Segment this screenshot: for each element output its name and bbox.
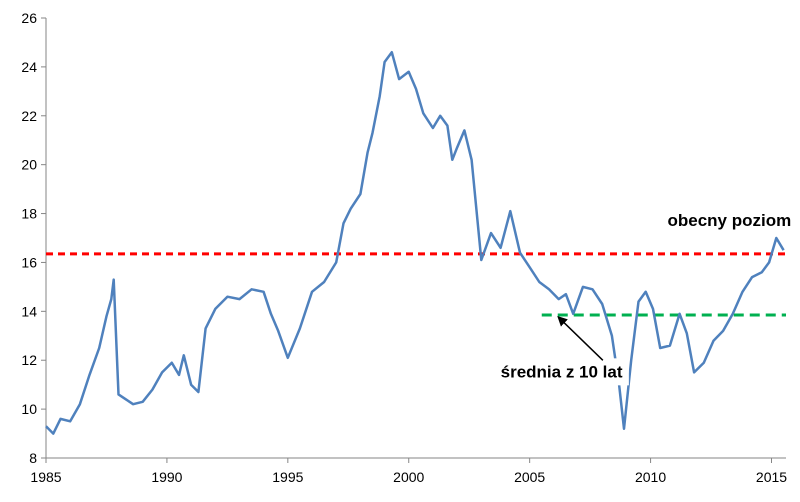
ten-year-average-arrow [557, 316, 604, 361]
y-tick-label: 16 [21, 254, 37, 270]
x-tick-label: 2015 [756, 469, 787, 485]
x-tick-label: 2000 [393, 469, 424, 485]
x-tick-label: 1985 [30, 469, 61, 485]
y-tick-label: 24 [21, 59, 37, 75]
ten-year-average-label-box [494, 358, 629, 386]
y-tick-label: 26 [21, 10, 37, 26]
y-tick-label: 8 [29, 450, 37, 466]
x-tick-label: 2005 [514, 469, 545, 485]
y-tick-label: 22 [21, 108, 37, 124]
x-tick-label: 2010 [635, 469, 666, 485]
current-level-label: obecny poziom [668, 211, 792, 230]
y-tick-label: 18 [21, 206, 37, 222]
y-tick-label: 10 [21, 401, 37, 417]
current-level-label-box [661, 206, 798, 234]
y-tick-label: 12 [21, 352, 37, 368]
series-line [45, 50, 785, 435]
y-tick-label: 20 [21, 157, 37, 173]
x-tick-label: 1995 [272, 469, 303, 485]
x-tick-label: 1990 [151, 469, 182, 485]
y-tick-label: 14 [21, 303, 37, 319]
ten-year-average-label: średnia z 10 lat [501, 362, 623, 381]
